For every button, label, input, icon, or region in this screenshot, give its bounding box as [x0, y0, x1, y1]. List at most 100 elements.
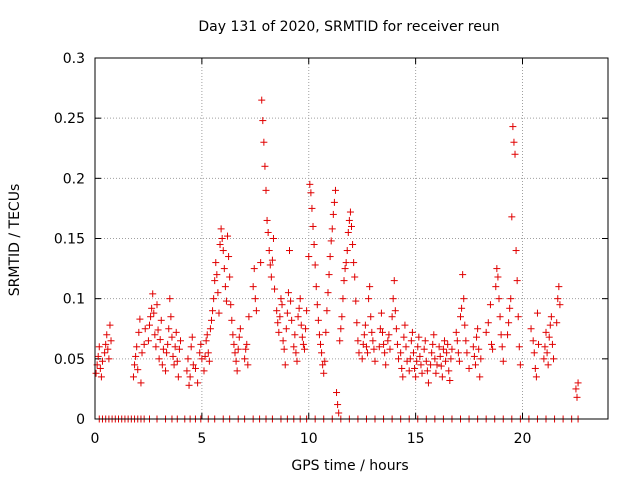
data-point	[219, 247, 227, 255]
data-point	[327, 237, 335, 245]
data-point	[428, 349, 436, 357]
data-point	[412, 373, 420, 381]
data-point	[303, 307, 311, 315]
data-point	[337, 325, 345, 333]
data-point	[308, 204, 316, 212]
data-point	[492, 283, 500, 291]
data-point	[541, 343, 549, 351]
data-point	[201, 352, 209, 360]
data-point	[295, 304, 303, 312]
data-point	[540, 355, 548, 363]
data-point	[407, 337, 415, 345]
data-point	[217, 225, 225, 233]
data-point	[496, 313, 504, 321]
data-point	[477, 355, 485, 363]
data-point	[101, 349, 109, 357]
data-point	[349, 241, 357, 249]
data-point	[134, 366, 142, 374]
data-point	[264, 228, 272, 236]
data-point	[448, 345, 456, 353]
data-point	[135, 328, 143, 336]
data-point	[302, 325, 310, 333]
data-point	[313, 301, 321, 309]
data-point	[215, 309, 223, 317]
data-point	[202, 337, 210, 345]
data-point	[433, 361, 441, 369]
data-point	[244, 361, 252, 369]
data-point	[430, 331, 438, 339]
data-point	[284, 289, 292, 297]
data-point	[98, 357, 106, 365]
data-point	[405, 367, 413, 375]
data-point	[366, 283, 374, 291]
data-point	[229, 331, 237, 339]
data-point	[149, 290, 157, 298]
data-point	[288, 316, 296, 324]
data-point	[365, 295, 373, 303]
data-point	[320, 369, 328, 377]
data-point	[185, 381, 193, 389]
data-point	[323, 307, 331, 315]
data-point	[463, 349, 471, 357]
data-point	[314, 316, 322, 324]
data-point	[335, 409, 343, 417]
data-point	[257, 259, 265, 267]
data-point	[455, 357, 463, 365]
data-point	[137, 379, 145, 387]
data-point	[446, 376, 454, 384]
data-point	[297, 321, 305, 329]
data-point	[508, 213, 516, 221]
data-point	[153, 301, 161, 309]
data-point	[475, 345, 483, 353]
data-point	[138, 349, 146, 357]
data-point	[476, 373, 484, 381]
data-point	[546, 321, 554, 329]
data-point	[469, 343, 477, 351]
data-point	[398, 364, 406, 372]
data-point	[406, 355, 414, 363]
data-point	[369, 337, 377, 345]
data-point	[529, 337, 537, 345]
data-point	[386, 345, 394, 353]
data-point	[188, 333, 196, 341]
data-point	[361, 321, 369, 329]
data-point	[378, 328, 386, 336]
data-point	[436, 352, 444, 360]
data-point	[204, 349, 212, 357]
data-point	[170, 361, 178, 369]
data-point	[163, 349, 171, 357]
data-point	[392, 325, 400, 333]
data-point	[129, 373, 137, 381]
data-point	[548, 340, 556, 348]
data-point	[389, 295, 397, 303]
data-point	[131, 361, 139, 369]
data-point	[556, 301, 564, 309]
data-point	[321, 357, 329, 365]
chart-title: Day 131 of 2020, SRMTID for receiver reu…	[198, 19, 499, 35]
data-point	[545, 333, 553, 341]
data-point	[350, 259, 358, 267]
data-point	[298, 333, 306, 341]
data-point	[532, 373, 540, 381]
data-point	[341, 265, 349, 273]
data-point	[232, 357, 240, 365]
data-point	[152, 343, 160, 351]
data-point	[384, 337, 392, 345]
data-point	[311, 261, 319, 269]
data-point	[167, 313, 175, 321]
data-point	[278, 301, 286, 309]
data-point	[326, 253, 334, 261]
data-point	[280, 345, 288, 353]
data-point	[411, 364, 419, 372]
data-point	[353, 319, 361, 327]
data-point	[553, 319, 561, 327]
data-point	[294, 313, 302, 321]
data-point	[367, 313, 375, 321]
data-point	[328, 225, 336, 233]
data-point	[489, 345, 497, 353]
data-point	[345, 216, 353, 224]
data-point	[439, 345, 447, 353]
data-point	[150, 309, 158, 317]
y-axis-label: SRMTID / TECUs	[7, 184, 23, 297]
data-point	[547, 313, 555, 321]
